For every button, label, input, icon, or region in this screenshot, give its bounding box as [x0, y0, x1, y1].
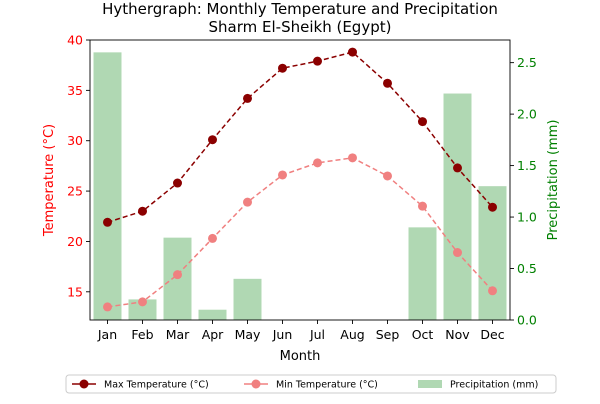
legend-swatch-precip [418, 380, 442, 388]
chart-title-line-1: Hythergraph: Monthly Temperature and Pre… [102, 0, 498, 18]
min-temp-point-aug [348, 153, 357, 163]
x-tick-label: Jul [309, 327, 325, 342]
y-right-axis-label: Precipitation (mm) [546, 120, 561, 241]
max-temp-point-jun [278, 63, 287, 73]
max-temp-line [107, 51, 494, 224]
min-temp-point-nov [453, 248, 462, 258]
chart-title-line-2: Sharm El-Sheikh (Egypt) [209, 18, 392, 36]
y-right-tick-label: 0.0 [517, 313, 537, 328]
min-temp-point-mar [173, 270, 182, 280]
precipitation-bars [93, 52, 507, 321]
y-right-tick-label: 2.5 [517, 55, 537, 70]
max-temp-point-jul [313, 56, 322, 66]
min-temp-line [107, 157, 494, 308]
precip-bar-apr [198, 309, 227, 320]
min-temp-point-jul [313, 158, 322, 168]
min-temp-point-sep [383, 171, 392, 181]
precip-bar-feb [128, 299, 157, 320]
x-tick-label: Dec [480, 327, 504, 342]
legend-label-max: Max Temperature (°C) [104, 380, 209, 391]
min-temp-point-dec [488, 286, 497, 296]
max-temp-point-jan [103, 217, 112, 227]
x-tick-label: Jan [97, 327, 117, 342]
max-temp-point-mar [173, 178, 182, 188]
min-temp-point-feb [138, 297, 147, 307]
chart-legend: Max Temperature (°C) Min Temperature (°C)… [65, 374, 557, 394]
min-temp-point-jun [278, 170, 287, 180]
min-temp-point-apr [208, 233, 217, 243]
precip-bar-oct [408, 227, 437, 320]
x-tick-label: Oct [412, 327, 434, 342]
max-temp-point-sep [383, 78, 392, 88]
y-left-tick-label: 35 [67, 83, 83, 98]
plot-frame [89, 39, 511, 321]
min-temp-point-may [243, 197, 252, 207]
max-temp-point-oct [418, 117, 427, 127]
x-tick-label: Aug [340, 327, 364, 342]
max-temp-point-apr [208, 135, 217, 145]
y-left-tick-label: 40 [67, 33, 83, 48]
y-left-tick-label: 20 [67, 234, 83, 249]
x-tick-label: May [235, 327, 261, 342]
x-tick-label: Apr [202, 327, 224, 342]
x-tick-label: Jun [272, 327, 293, 342]
x-tick-label: Mar [166, 327, 190, 342]
y-right-tick-label: 0.5 [517, 261, 537, 276]
legend-marker-max [79, 379, 89, 389]
min-temp-point-jan [103, 302, 112, 312]
y-right-tick-label: 1.5 [517, 158, 537, 173]
x-axis-label: Month [280, 349, 321, 364]
y-left-tick-label: 30 [67, 133, 83, 148]
max-temp-point-nov [453, 163, 462, 173]
y-left-tick-label: 25 [67, 184, 83, 199]
y-right-tick-label: 2.0 [517, 107, 537, 122]
legend-marker-min [251, 379, 261, 389]
legend-label-min: Min Temperature (°C) [276, 380, 378, 391]
max-temp-point-feb [138, 206, 147, 216]
max-temp-point-dec [488, 202, 497, 212]
x-tick-label: Nov [445, 327, 470, 342]
precip-bar-nov [443, 93, 472, 320]
y-left-axis-label: Temperature (°C) [42, 124, 57, 237]
x-tick-label: Feb [131, 327, 153, 342]
chart-axes: Jan Feb Mar Apr May Jun Jul Aug Sep Oct Nov Dec 15 20… [42, 33, 561, 365]
x-tick-label: Sep [376, 327, 400, 342]
precip-bar-may [233, 278, 262, 320]
max-temp-point-may [243, 93, 252, 103]
temperature-lines [103, 47, 497, 312]
min-temp-point-oct [418, 201, 427, 211]
legend-label-precip: Precipitation (mm) [450, 380, 538, 391]
max-temp-point-aug [348, 47, 357, 57]
precip-bar-jan [93, 52, 122, 321]
legend-box [65, 374, 557, 394]
y-left-tick-label: 15 [67, 284, 83, 299]
chart-title: Hythergraph: Monthly Temperature and Pre… [102, 0, 498, 36]
y-right-tick-label: 1.0 [517, 210, 537, 225]
